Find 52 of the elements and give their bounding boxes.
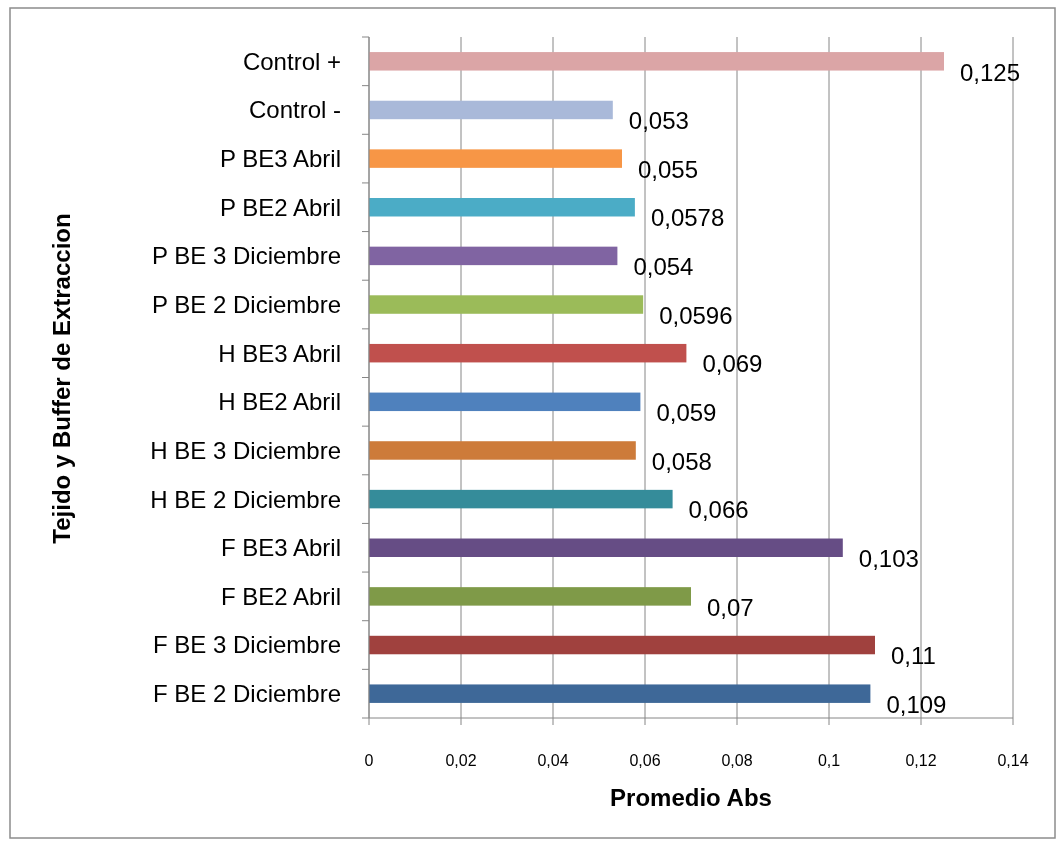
data-label: 0,0596 [659, 301, 733, 329]
y-tick-label: F BE 3 Diciembre [152, 631, 341, 659]
x-tick-label: 0,08 [721, 752, 753, 769]
bar [369, 635, 875, 655]
x-axis-title: Promedio Abs [610, 784, 772, 811]
data-label: 0,053 [628, 107, 689, 135]
bar [369, 149, 622, 168]
bar [369, 52, 944, 71]
bar [369, 489, 673, 509]
x-tick-label: 0,12 [905, 752, 937, 769]
y-tick-label: P BE 2 Diciembre [152, 290, 341, 318]
bar [369, 684, 871, 703]
y-tick-label: H BE3 Abril [218, 339, 341, 367]
bar [369, 198, 635, 217]
y-tick-label: P BE 3 Diciembre [152, 242, 341, 270]
bar [369, 587, 691, 606]
data-label: 0,055 [638, 155, 699, 183]
x-tick-label: 0,1 [817, 752, 841, 769]
bar [369, 441, 636, 460]
x-tick-label: 0,06 [629, 752, 661, 769]
data-label: 0,125 [960, 58, 1021, 86]
y-tick-label: H BE 2 Diciembre [150, 485, 341, 513]
y-tick-label: Control + [242, 47, 341, 75]
x-tick-label: 0,04 [537, 752, 569, 769]
x-tick-label: 0,02 [445, 752, 477, 769]
y-tick-label: P BE2 Abril [220, 193, 341, 221]
y-tick-label: F BE3 Abril [220, 534, 341, 562]
x-tick-label: 0,14 [997, 752, 1029, 769]
bar [369, 100, 613, 120]
data-label: 0,0578 [650, 204, 725, 232]
data-label: 0,11 [891, 642, 936, 670]
data-label: 0,109 [886, 690, 947, 718]
bar [369, 343, 687, 363]
y-tick-label: F BE 2 Diciembre [152, 680, 341, 708]
y-axis-title: Tejido y Buffer de Extraccion [48, 213, 75, 544]
data-label: 0,103 [858, 544, 919, 572]
bar [369, 295, 644, 314]
data-label: 0,058 [651, 447, 712, 475]
bar [369, 246, 618, 266]
y-tick-label: P BE3 Abril [220, 145, 341, 173]
bar [369, 538, 843, 557]
data-label: 0,069 [702, 350, 763, 378]
data-label: 0,059 [656, 399, 717, 427]
bar [369, 392, 641, 412]
data-label: 0,066 [688, 496, 749, 524]
y-tick-label: F BE2 Abril [220, 582, 341, 610]
y-tick-label: H BE2 Abril [218, 388, 341, 416]
data-label: 0,054 [633, 253, 694, 281]
data-label: 0,07 [707, 593, 754, 621]
y-tick-label: H BE 3 Diciembre [150, 436, 341, 464]
x-tick-label: 0 [364, 752, 374, 769]
y-tick-label: Control - [248, 96, 341, 124]
